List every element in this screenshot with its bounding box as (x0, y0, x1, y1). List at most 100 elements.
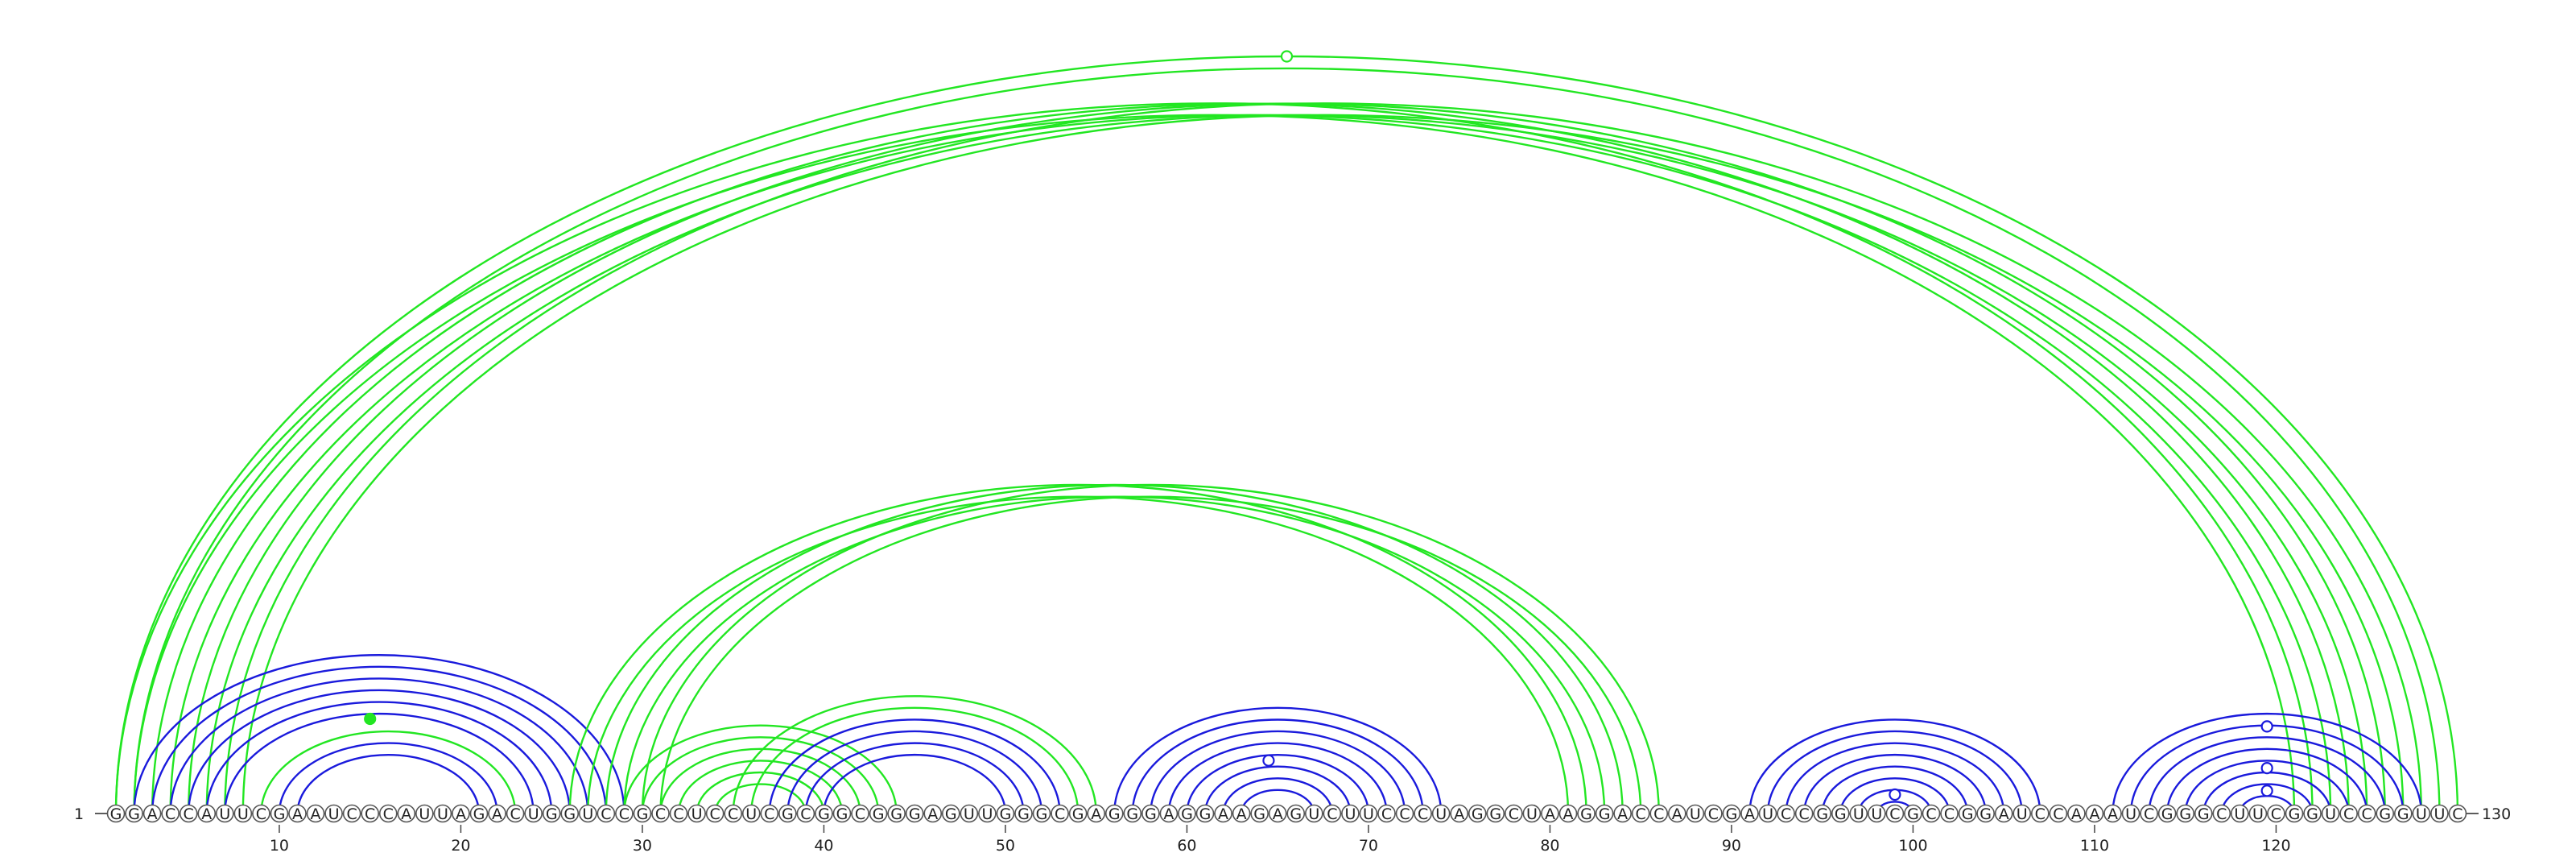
nucleotide-circle (1377, 804, 1396, 823)
pair-marker-7 (2260, 785, 2273, 797)
nucleotide-circle (2013, 804, 2032, 823)
nucleotide-circle (2357, 804, 2376, 823)
nucleotide-circle (1922, 804, 1941, 823)
nucleotide-letter: U (1853, 805, 1864, 823)
arc-61-69 (1203, 765, 1352, 814)
nucleotide-letter: G (2379, 805, 2391, 823)
nucleotide: G (1178, 804, 1196, 823)
nucleotide: G (832, 804, 852, 823)
nucleotide: U (215, 804, 234, 823)
nucleotide: U (2121, 804, 2140, 823)
nucleotide: U (324, 804, 343, 823)
nucleotide: C (506, 804, 525, 823)
nucleotide-circle (378, 804, 398, 823)
arc-4-27 (169, 677, 589, 814)
nucleotide: G (1104, 804, 1124, 823)
nucleotide: C (2448, 804, 2467, 823)
nucleotide: C (760, 804, 779, 823)
nucleotide: G (1195, 804, 1215, 823)
arc-93-105 (1785, 742, 2005, 814)
nucleotide: C (179, 804, 198, 823)
nucleotide-circle (252, 804, 270, 823)
arc-37-53 (768, 718, 1061, 814)
nucleotide-letter: G (1907, 805, 1919, 823)
nucleotide-letter: A (147, 805, 158, 823)
nucleotide-circle (1849, 804, 1868, 823)
nucleotide: A (1268, 804, 1287, 823)
nucleotide-circle (1522, 804, 1542, 823)
arc-40-50 (823, 753, 1007, 814)
nucleotide-circle (433, 804, 452, 823)
nucleotide-circle (1323, 804, 1342, 823)
nucleotide-circle (488, 804, 506, 823)
nucleotide: U (1849, 804, 1868, 823)
nucleotide: C (2140, 804, 2158, 823)
nucleotide-letter: C (2362, 805, 2372, 823)
nucleotide-circle (2303, 804, 2322, 823)
nucleotide-letter: A (1617, 805, 1628, 823)
nucleotide-circle (1250, 804, 1269, 823)
nucleotide-letter: A (1672, 805, 1682, 823)
nucleotide-circle (615, 804, 634, 823)
nucleotide: C (2357, 804, 2376, 823)
nucleotide: G (1250, 804, 1269, 823)
nucleotide-letter: A (1999, 805, 2009, 823)
nucleotide-letter: C (256, 805, 266, 823)
arc-94-104 (1802, 753, 1987, 814)
nucleotide-letter: U (1871, 805, 1882, 823)
tick-label: 30 (633, 837, 652, 855)
arc-2-29 (133, 654, 625, 814)
nucleotide-letter: A (292, 805, 303, 823)
arc-57-73 (1131, 718, 1424, 814)
nucleotide-circle (197, 804, 217, 823)
nucleotide-letter: A (927, 805, 938, 823)
nucleotide-letter: U (219, 805, 230, 823)
tick-label: 40 (814, 837, 833, 855)
nucleotide: G (1014, 804, 1033, 823)
pair-marker-2 (364, 712, 377, 726)
nucleotide: U (1305, 804, 1323, 823)
nucleotide-circle (2285, 804, 2304, 823)
nucleotide-circle (1450, 804, 1468, 823)
nucleotide-letter: G (128, 805, 140, 823)
nucleotide-letter: C (510, 805, 520, 823)
arc-2-121 (133, 114, 2296, 814)
nucleotide-letter: C (1509, 805, 1519, 823)
nucleotide-letter: C (347, 805, 357, 823)
nucleotide-circle (2321, 804, 2340, 823)
nucleotide-circle (1123, 804, 1142, 823)
arc-96-102 (1839, 777, 1951, 814)
nucleotide-letter: G (1018, 805, 1030, 823)
nucleotide: U (233, 804, 253, 823)
nucleotide-letter: G (1036, 805, 1048, 823)
nucleotide-circle (2085, 804, 2104, 823)
nucleotide-letter: A (1563, 805, 1574, 823)
arc-56-74 (1113, 706, 1443, 814)
nucleotide-letter: U (1363, 805, 1374, 823)
nucleotide-letter: G (1108, 805, 1121, 823)
nucleotide-letter: C (710, 805, 720, 823)
nucleotide-circle (1268, 804, 1287, 823)
nucleotide-letter: A (2089, 805, 2099, 823)
nucleotide-letter: C (1926, 805, 1936, 823)
nucleotide-circle (342, 804, 361, 823)
nucleotide-letter: U (1762, 805, 1773, 823)
nucleotide-circle (215, 804, 234, 823)
tick-label: 20 (451, 837, 470, 855)
nucleotide-letter: C (619, 805, 630, 823)
nucleotide-circle (1758, 804, 1777, 823)
nucleotide: G (469, 804, 489, 823)
nucleotide: G (2176, 804, 2194, 823)
nucleotide: U (1686, 804, 1705, 823)
nucleotide-letter: G (1126, 805, 1138, 823)
nucleotide: C (1777, 804, 1795, 823)
nucleotide-circle (2031, 804, 2050, 823)
nucleotide: A (306, 804, 325, 823)
nucleotide: G (1468, 804, 1487, 823)
nucleotide-letter: C (1399, 805, 1410, 823)
nucleotide-letter: A (1273, 805, 1283, 823)
nucleotide-circle (1940, 804, 1959, 823)
nucleotide: A (1087, 804, 1105, 823)
nucleotide: C (2339, 804, 2358, 823)
nucleotide-letter: G (1199, 805, 1212, 823)
